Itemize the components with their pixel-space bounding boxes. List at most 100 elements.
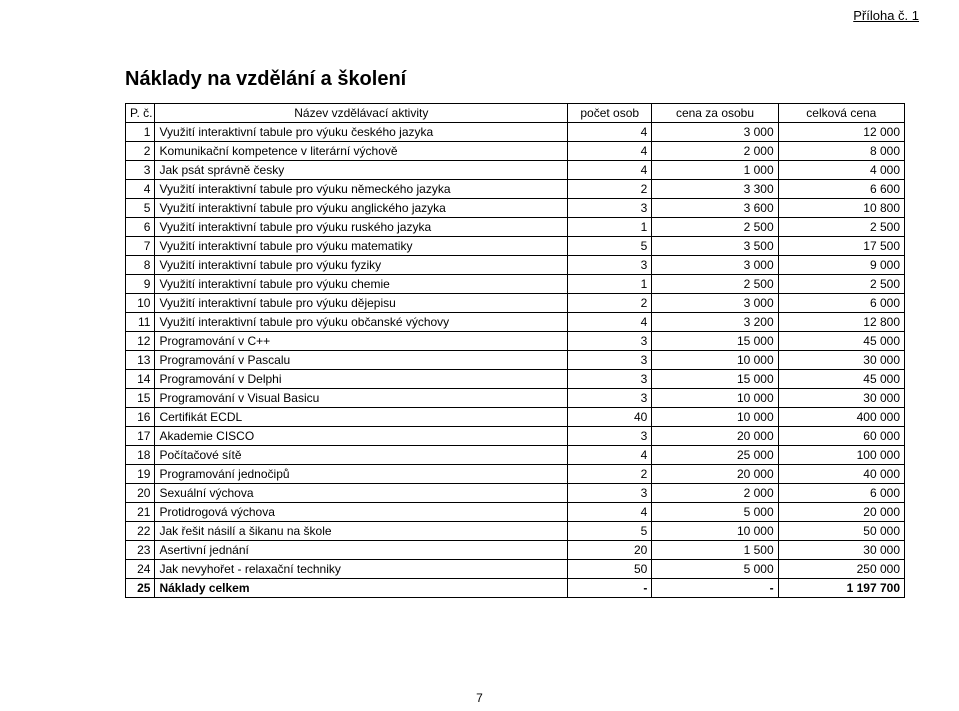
table-cell: 4 bbox=[126, 180, 155, 199]
table-cell: 45 000 bbox=[778, 370, 904, 389]
table-cell: Certifikát ECDL bbox=[155, 408, 568, 427]
table-total-cell: Náklady celkem bbox=[155, 579, 568, 598]
table-cell: 6 000 bbox=[778, 484, 904, 503]
table-cell: 3 000 bbox=[652, 123, 778, 142]
table-cell: 4 bbox=[568, 123, 652, 142]
table-row: 4Využití interaktivní tabule pro výuku n… bbox=[126, 180, 905, 199]
table-cell: 1 bbox=[568, 275, 652, 294]
table-cell: 45 000 bbox=[778, 332, 904, 351]
table-cell: 22 bbox=[126, 522, 155, 541]
table-total-cell: 1 197 700 bbox=[778, 579, 904, 598]
table-row: 2Komunikační kompetence v literární vých… bbox=[126, 142, 905, 161]
table-cell: 13 bbox=[126, 351, 155, 370]
table-cell: 3 bbox=[568, 370, 652, 389]
table-cell: 50 000 bbox=[778, 522, 904, 541]
table-cell: Využití interaktivní tabule pro výuku ru… bbox=[155, 218, 568, 237]
table-cell: 50 bbox=[568, 560, 652, 579]
col-header-count: počet osob bbox=[568, 104, 652, 123]
table-cell: 3 000 bbox=[652, 256, 778, 275]
table-cell: 1 bbox=[126, 123, 155, 142]
table-cell: 2 bbox=[126, 142, 155, 161]
table-cell: 3 bbox=[568, 427, 652, 446]
table-cell: 60 000 bbox=[778, 427, 904, 446]
table-cell: 3 bbox=[568, 332, 652, 351]
table-cell: Programování v Pascalu bbox=[155, 351, 568, 370]
table-cell: 30 000 bbox=[778, 389, 904, 408]
table-row: 13Programování v Pascalu310 00030 000 bbox=[126, 351, 905, 370]
table-cell: 20 000 bbox=[778, 503, 904, 522]
page-title: Náklady na vzdělání a školení bbox=[125, 68, 919, 91]
table-cell: Programování v C++ bbox=[155, 332, 568, 351]
col-header-name: Název vzdělávací aktivity bbox=[155, 104, 568, 123]
table-cell: Využití interaktivní tabule pro výuku ob… bbox=[155, 313, 568, 332]
table-row: 10Využití interaktivní tabule pro výuku … bbox=[126, 294, 905, 313]
table-cell: 15 bbox=[126, 389, 155, 408]
table-cell: 30 000 bbox=[778, 351, 904, 370]
table-cell: 24 bbox=[126, 560, 155, 579]
table-cell: 5 bbox=[126, 199, 155, 218]
table-row: 18Počítačové sítě425 000100 000 bbox=[126, 446, 905, 465]
table-cell: 15 000 bbox=[652, 370, 778, 389]
table-cell: 100 000 bbox=[778, 446, 904, 465]
table-cell: 30 000 bbox=[778, 541, 904, 560]
table-cell: Počítačové sítě bbox=[155, 446, 568, 465]
table-cell: 4 bbox=[568, 446, 652, 465]
table-cell: 3 bbox=[568, 389, 652, 408]
table-cell: 4 bbox=[568, 142, 652, 161]
table-cell: 4 000 bbox=[778, 161, 904, 180]
table-row: 22Jak řešit násilí a šikanu na škole510 … bbox=[126, 522, 905, 541]
table-cell: Využití interaktivní tabule pro výuku ně… bbox=[155, 180, 568, 199]
table-cell: 40 000 bbox=[778, 465, 904, 484]
table-row: 17Akademie CISCO320 00060 000 bbox=[126, 427, 905, 446]
table-row: 3Jak psát správně česky41 0004 000 bbox=[126, 161, 905, 180]
table-cell: 6 000 bbox=[778, 294, 904, 313]
table-cell: 6 bbox=[126, 218, 155, 237]
table-cell: Využití interaktivní tabule pro výuku fy… bbox=[155, 256, 568, 275]
table-cell: Asertivní jednání bbox=[155, 541, 568, 560]
table-cell: 20 000 bbox=[652, 465, 778, 484]
table-cell: Využití interaktivní tabule pro výuku an… bbox=[155, 199, 568, 218]
table-cell: 9 000 bbox=[778, 256, 904, 275]
col-header-unit-price: cena za osobu bbox=[652, 104, 778, 123]
table-cell: 8 bbox=[126, 256, 155, 275]
table-cell: 12 800 bbox=[778, 313, 904, 332]
table-row: 1Využití interaktivní tabule pro výuku č… bbox=[126, 123, 905, 142]
table-cell: 2 bbox=[568, 180, 652, 199]
table-cell: 400 000 bbox=[778, 408, 904, 427]
table-cell: Protidrogová výchova bbox=[155, 503, 568, 522]
table-total-cell: - bbox=[652, 579, 778, 598]
table-cell: 3 bbox=[568, 484, 652, 503]
table-row: 24Jak nevyhořet - relaxační techniky505 … bbox=[126, 560, 905, 579]
table-cell: 12 bbox=[126, 332, 155, 351]
table-cell: 3 bbox=[568, 351, 652, 370]
table-total-row: 25Náklady celkem--1 197 700 bbox=[126, 579, 905, 598]
table-cell: 3 300 bbox=[652, 180, 778, 199]
table-cell: 1 bbox=[568, 218, 652, 237]
table-cell: 5 000 bbox=[652, 560, 778, 579]
table-cell: 23 bbox=[126, 541, 155, 560]
table-cell: 2 500 bbox=[652, 218, 778, 237]
table-cell: 25 000 bbox=[652, 446, 778, 465]
table-cell: 2 000 bbox=[652, 142, 778, 161]
table-cell: 2 500 bbox=[778, 275, 904, 294]
table-header-row: P. č. Název vzdělávací aktivity počet os… bbox=[126, 104, 905, 123]
table-cell: 2 bbox=[568, 465, 652, 484]
table-cell: 19 bbox=[126, 465, 155, 484]
col-header-total: celková cena bbox=[778, 104, 904, 123]
table-cell: 5 000 bbox=[652, 503, 778, 522]
page: Příloha č. 1 Náklady na vzdělání a škole… bbox=[0, 0, 959, 711]
table-row: 9Využití interaktivní tabule pro výuku c… bbox=[126, 275, 905, 294]
table-cell: Sexuální výchova bbox=[155, 484, 568, 503]
table-total-cell: 25 bbox=[126, 579, 155, 598]
table-cell: 15 000 bbox=[652, 332, 778, 351]
table-row: 6Využití interaktivní tabule pro výuku r… bbox=[126, 218, 905, 237]
table-cell: 3 500 bbox=[652, 237, 778, 256]
table-cell: 11 bbox=[126, 313, 155, 332]
table-row: 8Využití interaktivní tabule pro výuku f… bbox=[126, 256, 905, 275]
table-cell: 2 000 bbox=[652, 484, 778, 503]
table-cell: Jak nevyhořet - relaxační techniky bbox=[155, 560, 568, 579]
table-cell: 17 bbox=[126, 427, 155, 446]
table-cell: Akademie CISCO bbox=[155, 427, 568, 446]
table-cell: 12 000 bbox=[778, 123, 904, 142]
table-cell: Využití interaktivní tabule pro výuku če… bbox=[155, 123, 568, 142]
